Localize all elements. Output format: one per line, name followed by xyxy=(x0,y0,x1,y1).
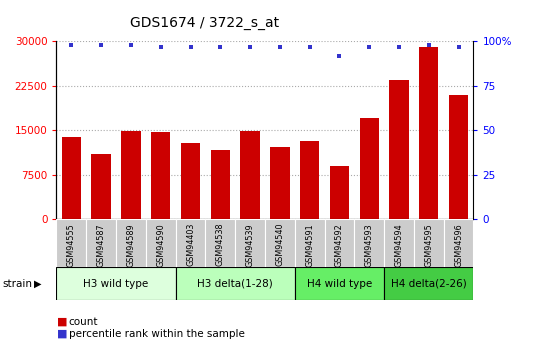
Bar xyxy=(384,219,414,267)
Text: ▶: ▶ xyxy=(34,279,41,289)
Text: ■: ■ xyxy=(56,317,67,326)
Bar xyxy=(384,267,473,300)
Bar xyxy=(56,267,175,300)
Bar xyxy=(265,219,295,267)
Bar xyxy=(419,47,438,219)
Bar xyxy=(270,147,289,219)
Bar xyxy=(151,132,171,219)
Bar xyxy=(330,166,349,219)
Text: GSM94594: GSM94594 xyxy=(394,223,404,267)
Bar xyxy=(300,141,320,219)
Point xyxy=(275,44,284,49)
Bar xyxy=(91,154,111,219)
Text: GSM94587: GSM94587 xyxy=(97,223,105,267)
Text: H4 wild type: H4 wild type xyxy=(307,279,372,289)
Bar xyxy=(62,137,81,219)
Text: H3 wild type: H3 wild type xyxy=(83,279,148,289)
Bar xyxy=(121,131,140,219)
Point xyxy=(424,42,433,48)
Point xyxy=(365,44,373,49)
Point xyxy=(186,44,195,49)
Point xyxy=(126,42,135,48)
Text: GSM94555: GSM94555 xyxy=(67,223,76,267)
Bar xyxy=(324,219,355,267)
Point xyxy=(395,44,404,49)
Text: percentile rank within the sample: percentile rank within the sample xyxy=(69,329,245,339)
Bar xyxy=(210,150,230,219)
Bar xyxy=(359,118,379,219)
Text: GDS1674 / 3722_s_at: GDS1674 / 3722_s_at xyxy=(130,16,279,30)
Bar xyxy=(56,219,86,267)
Text: H4 delta(2-26): H4 delta(2-26) xyxy=(391,279,466,289)
Text: strain: strain xyxy=(3,279,33,289)
Point xyxy=(216,44,224,49)
Text: count: count xyxy=(69,317,98,326)
Bar xyxy=(414,219,444,267)
Point xyxy=(67,42,76,48)
Bar xyxy=(146,219,175,267)
Bar xyxy=(175,219,206,267)
Bar xyxy=(206,219,235,267)
Bar xyxy=(390,80,409,219)
Point xyxy=(454,44,463,49)
Bar xyxy=(235,219,265,267)
Bar xyxy=(181,143,200,219)
Text: GSM94593: GSM94593 xyxy=(365,223,374,267)
Text: GSM94589: GSM94589 xyxy=(126,223,136,267)
Text: GSM94591: GSM94591 xyxy=(305,223,314,267)
Bar xyxy=(86,219,116,267)
Point xyxy=(97,42,105,48)
Text: GSM94590: GSM94590 xyxy=(156,223,165,267)
Bar xyxy=(116,219,146,267)
Bar xyxy=(444,219,473,267)
Bar xyxy=(240,131,260,219)
Bar xyxy=(295,219,324,267)
Text: GSM94592: GSM94592 xyxy=(335,223,344,267)
Point xyxy=(306,44,314,49)
Text: GSM94403: GSM94403 xyxy=(186,223,195,266)
Bar xyxy=(295,267,384,300)
Point xyxy=(335,53,344,58)
Text: ■: ■ xyxy=(56,329,67,339)
Text: GSM94538: GSM94538 xyxy=(216,223,225,266)
Bar xyxy=(449,95,468,219)
Text: GSM94596: GSM94596 xyxy=(454,223,463,267)
Bar xyxy=(175,267,295,300)
Bar xyxy=(355,219,384,267)
Text: GSM94540: GSM94540 xyxy=(275,223,285,266)
Text: GSM94595: GSM94595 xyxy=(424,223,433,267)
Text: GSM94539: GSM94539 xyxy=(245,223,254,267)
Text: H3 delta(1-28): H3 delta(1-28) xyxy=(197,279,273,289)
Point xyxy=(157,44,165,49)
Point xyxy=(246,44,254,49)
